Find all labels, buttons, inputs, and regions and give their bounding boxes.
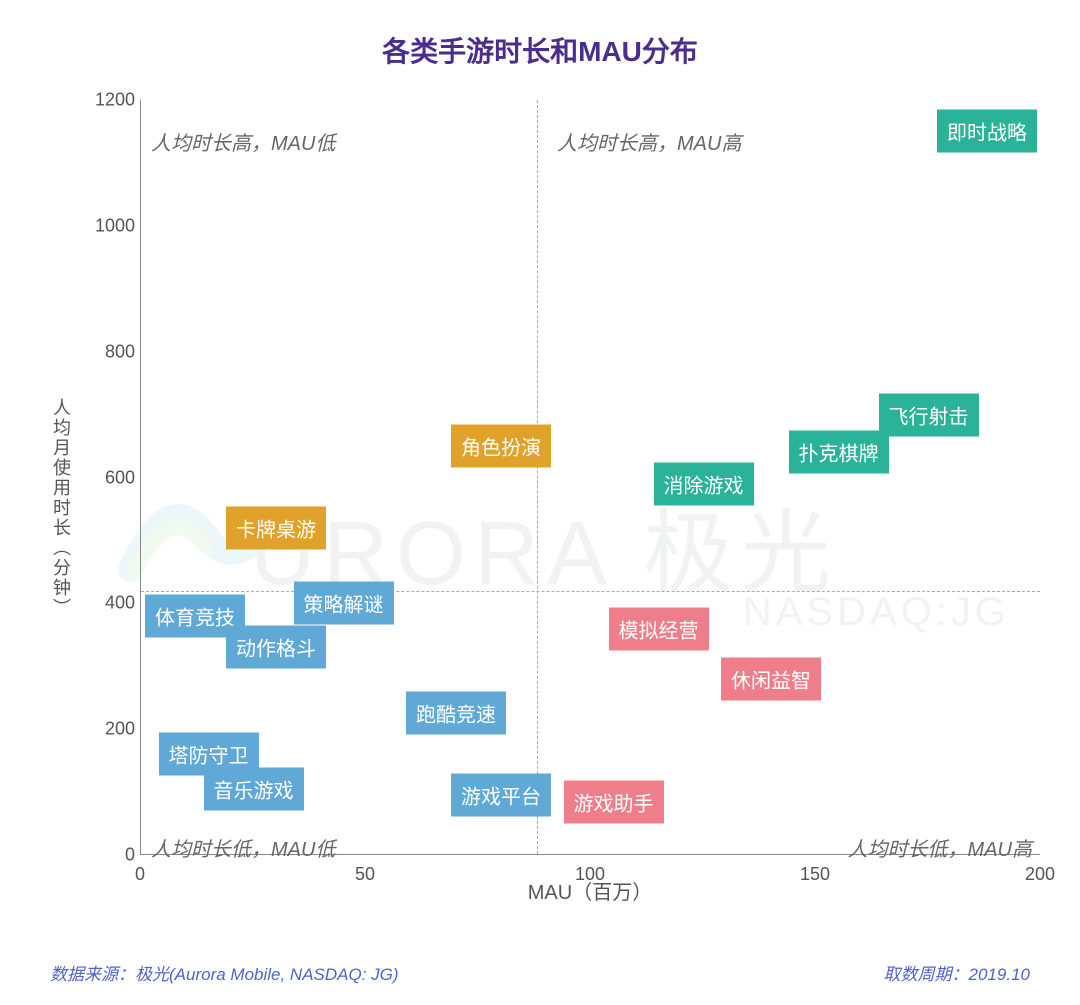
x-tick: 0 — [135, 864, 145, 885]
x-tick: 150 — [800, 864, 830, 885]
category-label: 动作格斗 — [226, 626, 326, 669]
chart-container: URORA 极光 NASDAQ:JG 人均月使用时长（分钟） 人均时长高，MAU… — [50, 90, 1050, 925]
plot-area: 人均时长高，MAU低人均时长高，MAU高人均时长低，MAU低人均时长低，MAU高… — [140, 100, 1040, 855]
y-tick: 200 — [95, 719, 135, 740]
category-label: 飞行射击 — [879, 393, 979, 436]
y-tick: 1000 — [95, 215, 135, 236]
category-label: 扑克棋牌 — [789, 431, 889, 474]
category-label: 音乐游戏 — [204, 767, 304, 810]
category-label: 休闲益智 — [721, 657, 821, 700]
x-tick: 50 — [355, 864, 375, 885]
y-tick: 400 — [95, 593, 135, 614]
y-tick: 1200 — [95, 90, 135, 111]
category-label: 游戏平台 — [451, 774, 551, 817]
y-tick: 0 — [95, 845, 135, 866]
horizontal-divider — [141, 591, 1040, 592]
quadrant-label: 人均时长高，MAU低 — [151, 127, 335, 156]
quadrant-label: 人均时长低，MAU高 — [848, 833, 1032, 862]
chart-title: 各类手游时长和MAU分布 — [0, 0, 1080, 70]
category-label: 消除游戏 — [654, 462, 754, 505]
category-label: 卡牌桌游 — [226, 506, 326, 549]
category-label: 模拟经营 — [609, 607, 709, 650]
category-label: 策略解谜 — [294, 582, 394, 625]
vertical-divider — [537, 100, 538, 854]
category-label: 游戏助手 — [564, 780, 664, 823]
x-tick: 100 — [575, 864, 605, 885]
quadrant-label: 人均时长高，MAU高 — [557, 127, 741, 156]
x-tick: 200 — [1025, 864, 1055, 885]
y-axis-label: 人均月使用时长（分钟） — [48, 398, 74, 618]
footer-period: 取数周期：2019.10 — [884, 960, 1030, 985]
y-tick: 600 — [95, 467, 135, 488]
category-label: 跑酷竞速 — [406, 692, 506, 735]
footer: 数据来源：极光(Aurora Mobile, NASDAQ: JG) 取数周期：… — [50, 960, 1030, 985]
footer-source: 数据来源：极光(Aurora Mobile, NASDAQ: JG) — [50, 960, 399, 985]
category-label: 即时战略 — [937, 110, 1037, 153]
y-tick: 800 — [95, 341, 135, 362]
category-label: 角色扮演 — [451, 425, 551, 468]
quadrant-label: 人均时长低，MAU低 — [151, 833, 335, 862]
